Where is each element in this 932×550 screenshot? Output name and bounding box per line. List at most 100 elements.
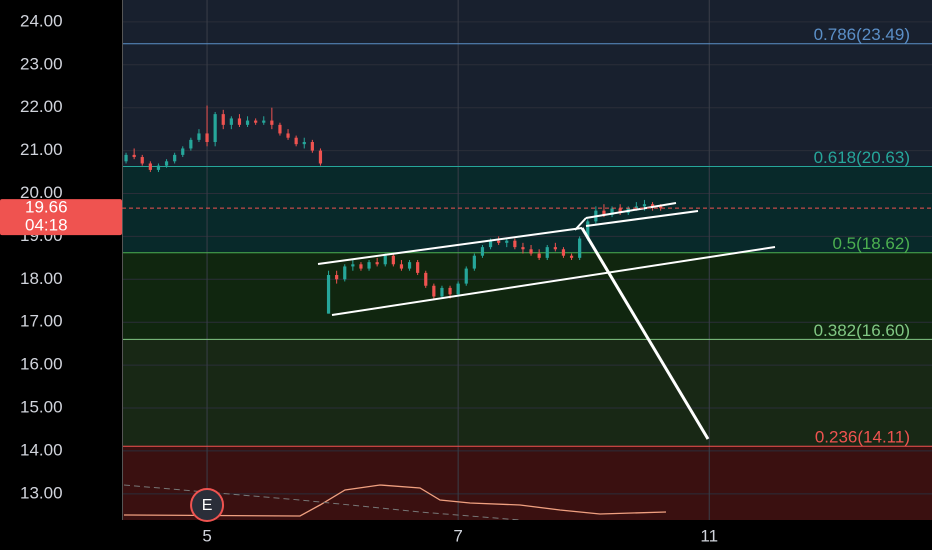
axis-panel [0, 0, 122, 550]
candle-body [448, 287, 452, 295]
candle-body [472, 255, 476, 269]
channel-upper [317, 227, 583, 265]
flag-lower [585, 210, 699, 227]
y-tick-label: 24.00 [20, 11, 63, 30]
countdown-label: 04:18 [25, 216, 68, 235]
candle-body [642, 204, 647, 207]
candle-body [318, 150, 323, 164]
candle-body [254, 120, 258, 123]
candle-body [456, 283, 460, 295]
candle-body [537, 253, 541, 258]
fib-label: 0.618(20.63) [814, 148, 910, 167]
candle-body [197, 133, 201, 140]
fib-label: 0.382(16.60) [814, 321, 910, 340]
candle-body [164, 161, 169, 166]
candle-body [553, 247, 557, 250]
y-tick-label: 23.00 [20, 54, 63, 73]
candle-body [618, 208, 622, 213]
flag-pole [574, 217, 587, 231]
zone [122, 43, 932, 167]
candle-body [497, 240, 501, 243]
candle-body [245, 120, 250, 125]
last-price-label: 19.66 [25, 198, 68, 217]
candle-body [148, 163, 152, 170]
candle-body [237, 118, 242, 125]
candle-body [140, 157, 144, 164]
candle-body [124, 154, 128, 162]
candle-body [205, 133, 209, 143]
x-axis-panel [0, 520, 932, 550]
candle-body [432, 285, 436, 297]
candle-body [335, 275, 339, 280]
volume-average [123, 484, 667, 517]
candle-body [326, 275, 331, 314]
zone [122, 166, 932, 253]
candle-body [270, 120, 274, 125]
candle-body [659, 206, 663, 209]
candle-body [132, 154, 136, 158]
candle-body [424, 272, 428, 286]
candle-body [545, 247, 549, 258]
candle-body [262, 120, 266, 123]
candle-body [399, 264, 404, 269]
candle-body [521, 247, 525, 250]
y-tick-label: 22.00 [20, 97, 63, 116]
candle-body [610, 208, 614, 215]
candle-body [602, 210, 606, 215]
candle-body [383, 255, 387, 265]
candle-body [464, 268, 468, 284]
flag-upper [585, 202, 677, 219]
candle-body [294, 137, 298, 145]
y-tick-label: 15.00 [20, 398, 63, 417]
event-label: E [202, 497, 213, 514]
candle-body [302, 142, 306, 145]
candle-body [578, 238, 582, 258]
fib-zones [122, 0, 932, 520]
candle-body [634, 206, 638, 209]
candle-body [156, 165, 161, 170]
candle-body [181, 148, 185, 155]
candle-body [221, 114, 225, 125]
candle-body [561, 249, 566, 256]
candle-body [278, 124, 282, 134]
y-tick-label: 14.00 [20, 440, 63, 459]
y-tick-label: 13.00 [20, 483, 63, 502]
candle-body [173, 154, 177, 162]
candle-body [213, 114, 217, 143]
y-tick-label: 17.00 [20, 312, 63, 331]
candle-body [416, 262, 420, 273]
volume-overlay [123, 484, 667, 521]
fib-label: 0.786(23.49) [814, 25, 910, 44]
candle-body [391, 255, 395, 265]
y-tick-label: 16.00 [20, 355, 63, 374]
x-tick-label: 5 [202, 526, 211, 545]
candle-body [650, 204, 655, 207]
fib-levels: 0.786(23.49) 0.618(20.63) 0.5(18.62) 0.382(… [122, 25, 932, 447]
candle-body [310, 142, 314, 151]
y-tick-label: 18.00 [20, 269, 63, 288]
candle-body [359, 264, 363, 269]
candle-body [286, 133, 290, 138]
axis: 13.0014.0015.0016.0017.0018.0019.0020.00… [20, 11, 718, 545]
x-tick-label: 7 [453, 526, 462, 545]
trendlines [317, 202, 776, 440]
y-tick-label: 21.00 [20, 140, 63, 159]
candle-body [505, 240, 509, 243]
zone [122, 446, 932, 520]
candle-body [229, 118, 233, 125]
fib-label: 0.236(14.11) [815, 428, 910, 447]
candle-body [488, 240, 493, 248]
candle-body [513, 240, 517, 248]
candle-body [407, 262, 412, 269]
candle-body [343, 266, 347, 280]
zone [122, 339, 932, 447]
candle-body [529, 249, 533, 254]
channel-lower [331, 246, 776, 316]
candle-body [367, 262, 371, 269]
x-tick-label: 11 [700, 526, 718, 545]
zone [122, 252, 932, 340]
y-tick-label: 20.00 [20, 183, 63, 202]
event-badge [190, 488, 225, 522]
